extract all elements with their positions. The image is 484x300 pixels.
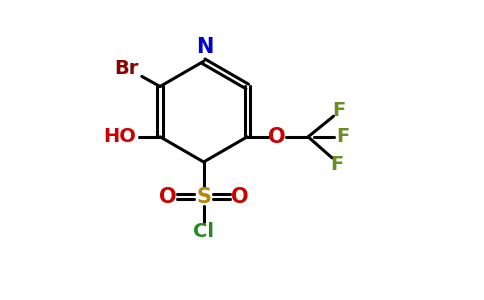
Text: Br: Br [114,59,139,78]
Text: O: O [231,187,248,206]
Text: S: S [196,187,211,206]
Text: HO: HO [103,127,136,146]
Text: O: O [268,127,286,147]
Text: F: F [330,155,344,174]
Text: O: O [159,187,177,206]
Text: N: N [196,38,213,58]
Text: F: F [336,127,349,146]
Text: Cl: Cl [193,221,214,241]
Text: F: F [333,101,346,120]
